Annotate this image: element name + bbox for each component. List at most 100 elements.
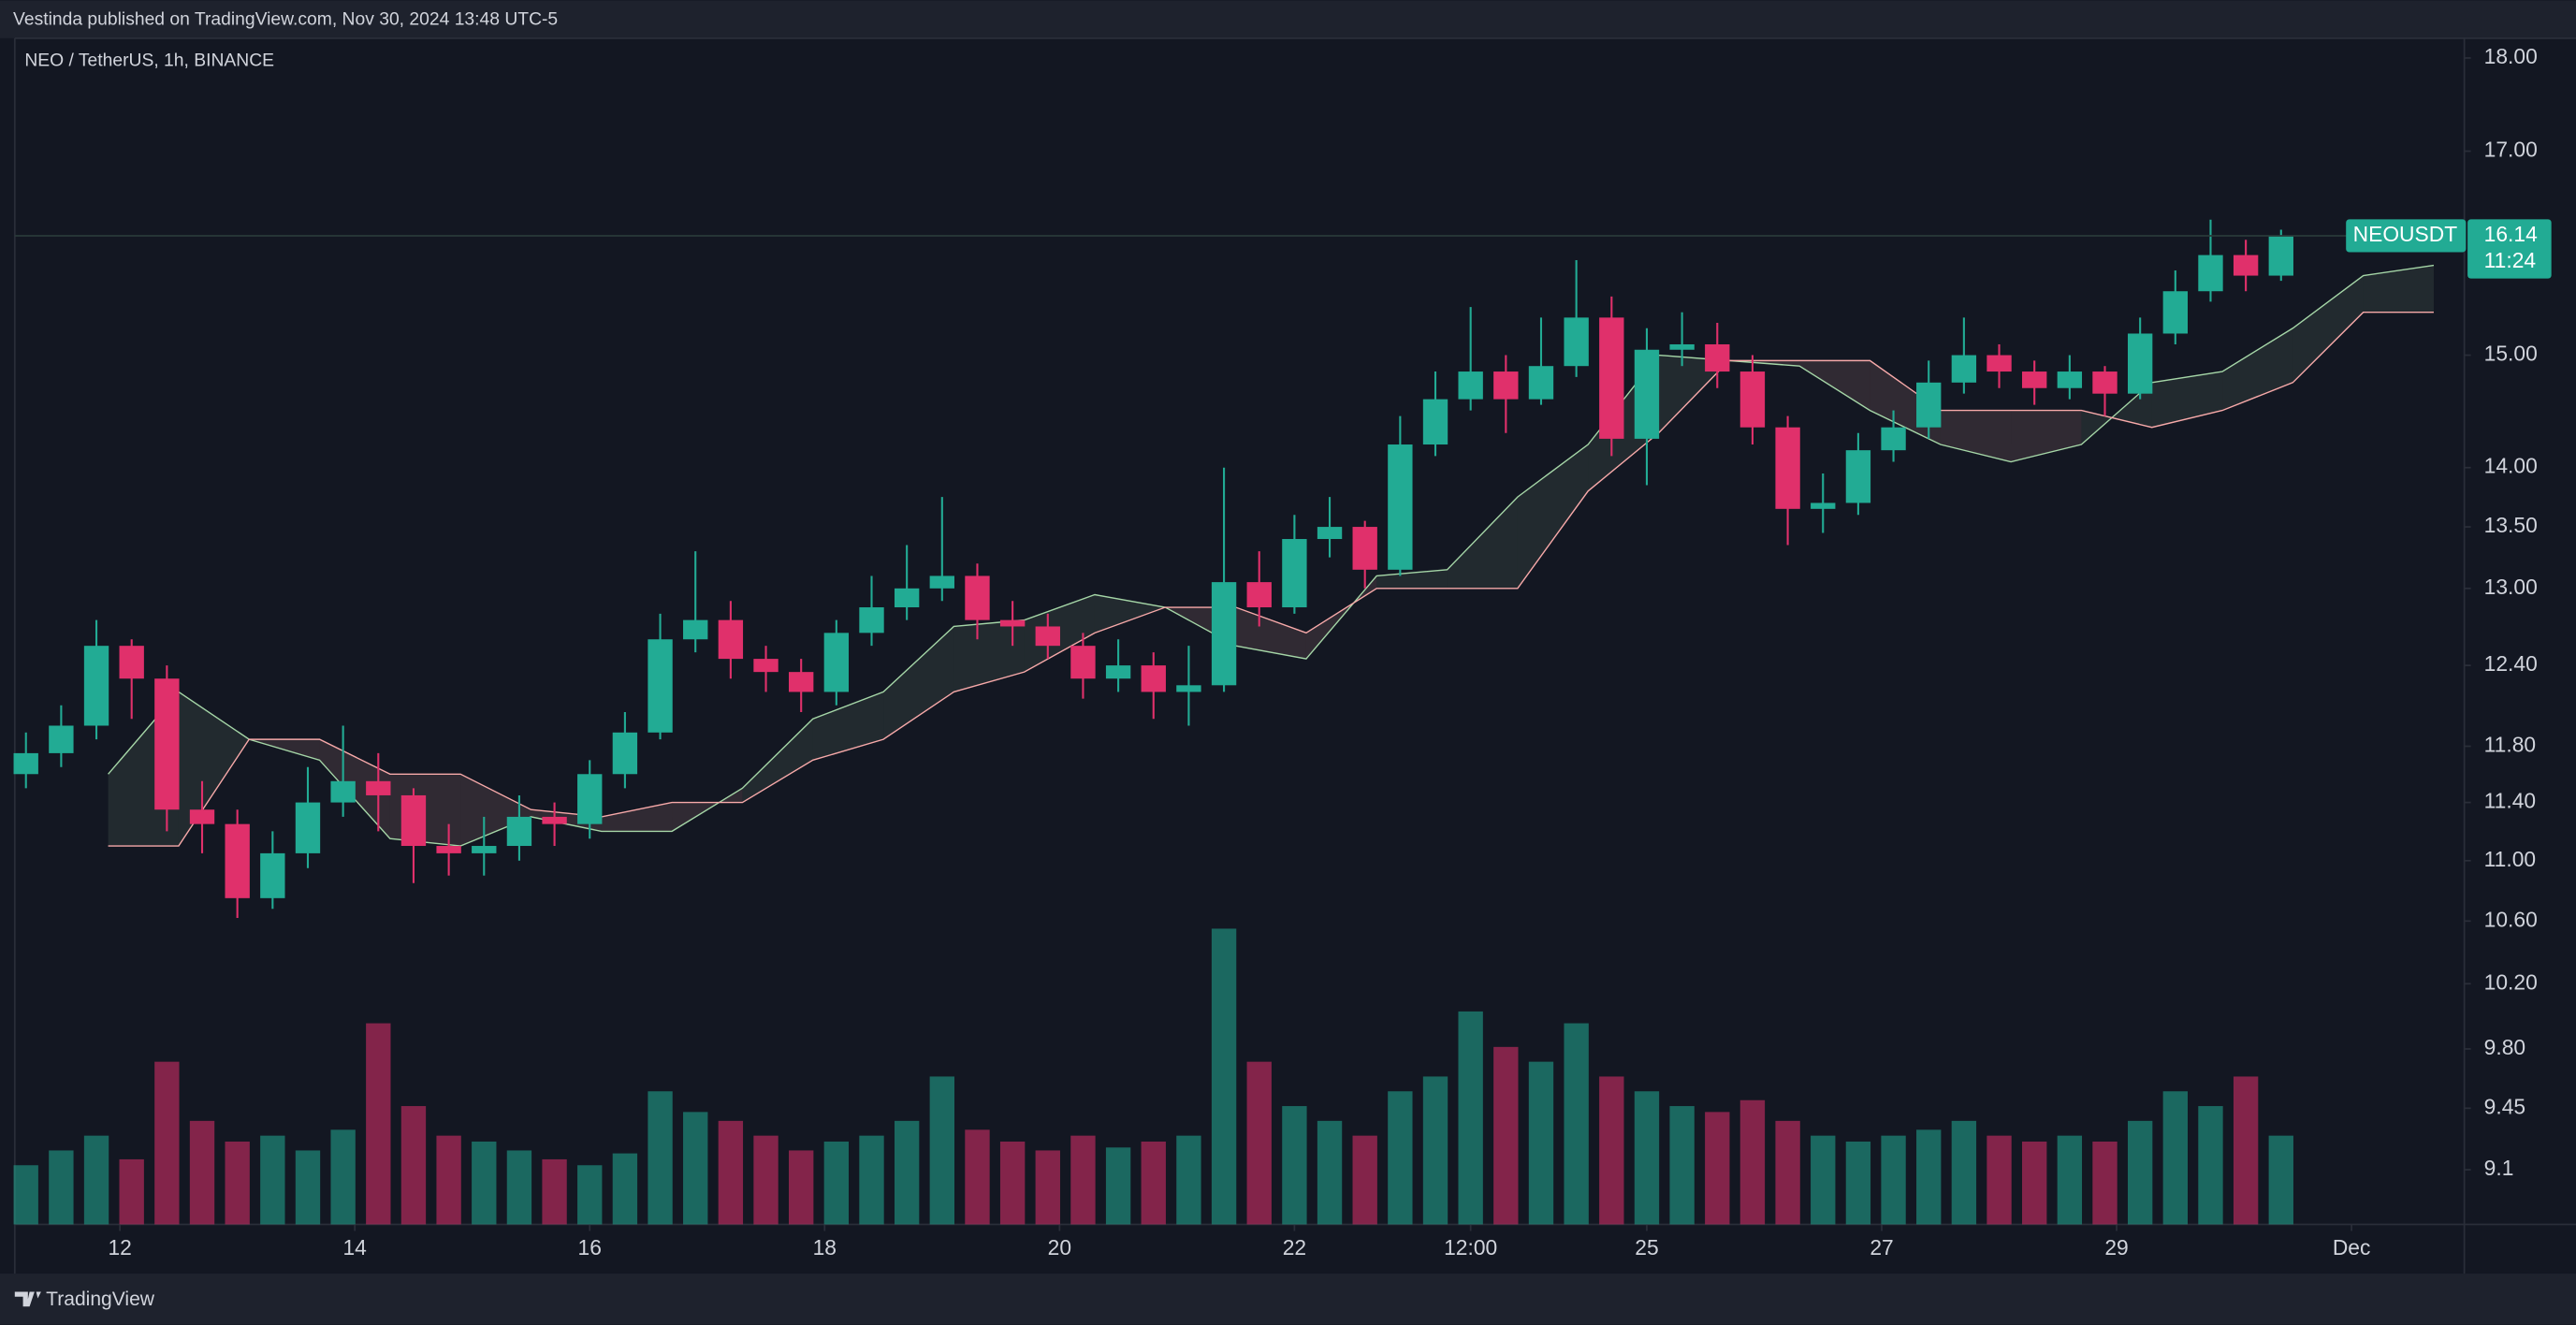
y-tick-label: 11.80 — [2484, 733, 2536, 757]
candle-body — [154, 678, 180, 810]
candle-body — [1951, 355, 1977, 383]
cloud-fill — [2222, 328, 2293, 411]
x-tick-label: 12 — [108, 1235, 131, 1259]
y-tick-label: 17.00 — [2484, 138, 2538, 162]
x-tick-label: Dec — [2333, 1235, 2371, 1259]
volume-bar — [1739, 1099, 1766, 1225]
volume-bar — [2022, 1141, 2047, 1225]
x-tick-label: 27 — [1870, 1235, 1893, 1259]
volume-bar — [366, 1023, 391, 1225]
volume-bar — [154, 1061, 180, 1225]
candle-body — [1811, 502, 1836, 509]
candle-body — [1211, 582, 1237, 686]
candle-body — [260, 852, 285, 898]
volume-bar — [542, 1158, 567, 1225]
cloud-fill — [1799, 360, 1870, 411]
chart-title: NEO / TetherUS, 1h, BINANCE — [24, 51, 274, 70]
x-tick-label: 14 — [343, 1235, 368, 1259]
candle-body — [1634, 349, 1660, 439]
candle-body — [1669, 343, 1695, 350]
candle-body — [648, 639, 673, 733]
candle-body — [929, 575, 954, 589]
candle-body — [789, 672, 814, 692]
header-text: Vestinda published on TradingView.com, N… — [13, 10, 558, 30]
countdown-label: 11:24 — [2484, 248, 2537, 272]
volume-bar — [1987, 1135, 2012, 1225]
volume-bar — [13, 1165, 38, 1225]
cloud-fill — [460, 774, 531, 847]
candle-body — [83, 646, 109, 726]
volume-bar — [1388, 1091, 1413, 1225]
candle-body — [1282, 539, 1307, 608]
volume-bar — [2127, 1120, 2153, 1225]
cloud-fill — [1517, 444, 1589, 589]
candle-body — [506, 816, 532, 847]
candle-body — [1881, 427, 1906, 451]
volume-bar — [1775, 1120, 1800, 1225]
volume-bar — [612, 1153, 638, 1225]
cloud-fill — [2151, 371, 2223, 428]
candle-body — [753, 659, 779, 673]
volume-bar — [436, 1135, 461, 1225]
volume-bar — [929, 1076, 954, 1225]
volume-bar — [1951, 1120, 1977, 1225]
candle-body — [1916, 382, 1942, 428]
cloud-fill — [883, 626, 954, 740]
volume-bar — [718, 1120, 744, 1225]
y-tick-label: 10.60 — [2484, 907, 2538, 931]
volume-bar — [1176, 1135, 1201, 1225]
y-tick-label: 11.40 — [2484, 789, 2536, 813]
candle-body — [1739, 371, 1766, 428]
symbol-tag — [2346, 219, 2467, 253]
volume-bar — [577, 1165, 603, 1225]
candle-body — [1493, 371, 1519, 400]
x-tick-label: 25 — [1635, 1235, 1658, 1259]
cloud-fill — [742, 719, 813, 803]
x-tick-label: 16 — [578, 1235, 602, 1259]
candle-body — [2198, 255, 2223, 292]
cloud-span-a — [108, 264, 2435, 847]
symbol-label: NEOUSDT — [2353, 222, 2458, 246]
y-tick-label: 12.40 — [2484, 651, 2538, 676]
candle-body — [859, 607, 884, 633]
cloud-fill — [1235, 607, 1306, 660]
candle-body — [965, 575, 990, 620]
x-tick-label: 22 — [1283, 1235, 1306, 1259]
volume-bar — [683, 1112, 708, 1225]
cloud-fill — [601, 802, 673, 832]
volume-bar — [965, 1129, 990, 1225]
volume-bar — [1282, 1106, 1307, 1225]
last-price-label: 16.14 — [2484, 222, 2538, 246]
volume-bar — [1916, 1129, 1942, 1225]
price-tag — [2467, 219, 2552, 279]
cloud-fill — [953, 619, 1025, 692]
candle-body — [612, 732, 638, 775]
volume-bar — [753, 1135, 779, 1225]
cloud-fill — [1447, 497, 1518, 589]
volume-bar — [1669, 1106, 1695, 1225]
volume-bar — [1458, 1011, 1483, 1225]
volume-bar — [472, 1141, 497, 1225]
candle-body — [683, 619, 708, 640]
candle-body — [49, 725, 74, 753]
cloud-fill — [2363, 265, 2434, 313]
volume-bar — [189, 1120, 215, 1225]
volume-bar — [1211, 928, 1237, 1225]
volume-bar — [648, 1091, 673, 1225]
y-tick-label: 11.00 — [2484, 847, 2536, 871]
candle-body — [436, 846, 461, 853]
volume-bar — [2092, 1141, 2118, 1225]
candle-body — [330, 780, 356, 803]
volume-bar — [2198, 1106, 2223, 1225]
candle-body — [1317, 527, 1343, 540]
candle-body — [366, 780, 391, 795]
footer-text: TradingView — [46, 1289, 155, 1310]
y-tick-label: 9.45 — [2484, 1094, 2525, 1118]
volume-bar — [1105, 1147, 1131, 1225]
candle-body — [2092, 371, 2118, 394]
x-tick-label: 12:00 — [1444, 1235, 1497, 1259]
candle-body — [1352, 527, 1377, 570]
candle-body — [189, 809, 215, 824]
